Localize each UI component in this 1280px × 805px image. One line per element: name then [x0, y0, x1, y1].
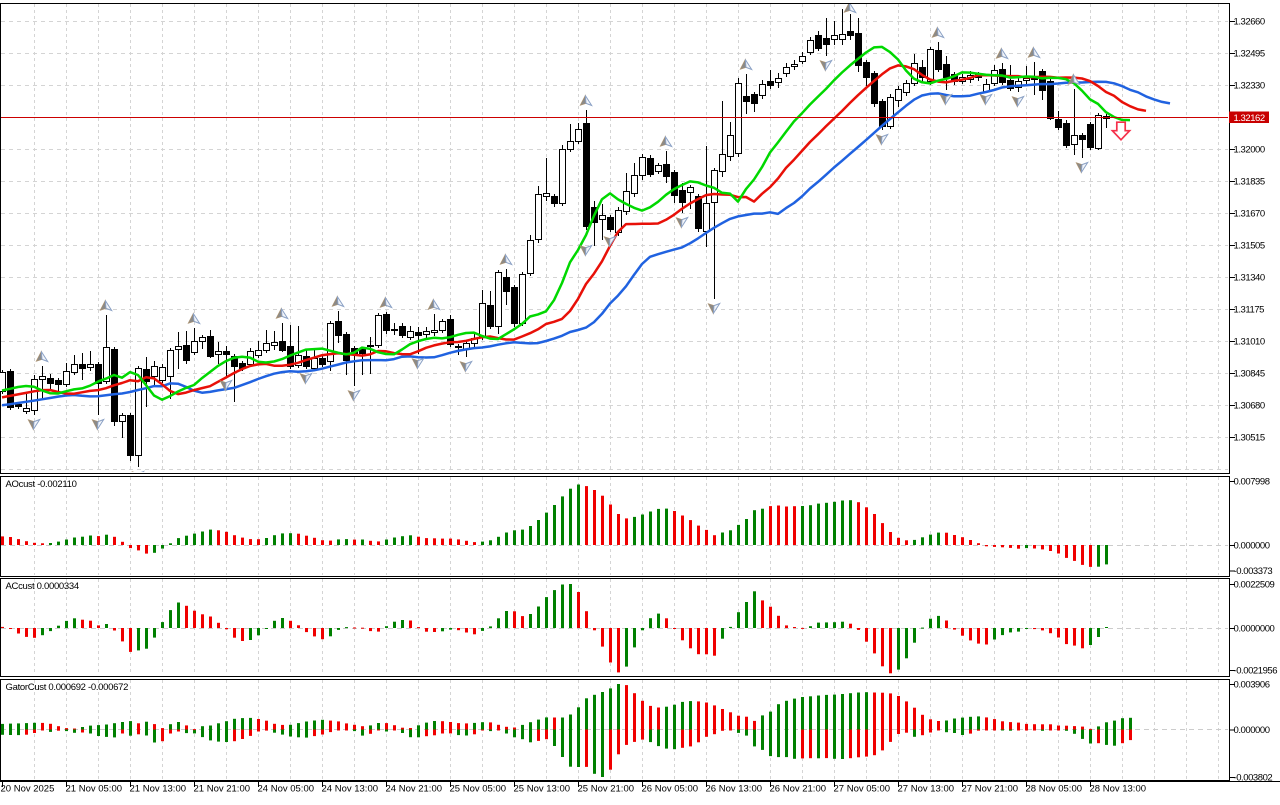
svg-text:1.30680: 1.30680	[1234, 401, 1265, 412]
svg-text:26 Nov 21:00: 26 Nov 21:00	[770, 784, 827, 795]
svg-text:24 Nov 21:00: 24 Nov 21:00	[386, 784, 443, 795]
svg-text:-0.003802: -0.003802	[1234, 773, 1273, 784]
svg-text:27 Nov 21:00: 27 Nov 21:00	[962, 784, 1019, 795]
svg-text:21 Nov 21:00: 21 Nov 21:00	[194, 784, 251, 795]
svg-text:0.0022509: 0.0022509	[1234, 580, 1275, 591]
svg-text:1.31835: 1.31835	[1234, 177, 1265, 188]
svg-text:0.0000000: 0.0000000	[1234, 624, 1275, 635]
svg-text:26 Nov 05:00: 26 Nov 05:00	[642, 784, 699, 795]
svg-text:1.32162: 1.32162	[1234, 113, 1265, 124]
svg-text:1.30845: 1.30845	[1234, 369, 1265, 380]
svg-text:0.007998: 0.007998	[1234, 477, 1270, 488]
svg-text:-0.0021956: -0.0021956	[1234, 666, 1278, 677]
svg-text:20 Nov 2025: 20 Nov 2025	[1, 784, 55, 795]
svg-text:21 Nov 13:00: 21 Nov 13:00	[130, 784, 187, 795]
svg-text:21 Nov 05:00: 21 Nov 05:00	[66, 784, 123, 795]
svg-text:1.31505: 1.31505	[1234, 241, 1265, 252]
svg-text:27 Nov 13:00: 27 Nov 13:00	[898, 784, 955, 795]
svg-text:28 Nov 13:00: 28 Nov 13:00	[1090, 784, 1147, 795]
svg-text:1.32495: 1.32495	[1234, 49, 1265, 60]
svg-text:24 Nov 05:00: 24 Nov 05:00	[258, 784, 315, 795]
svg-text:25 Nov 13:00: 25 Nov 13:00	[514, 784, 571, 795]
svg-text:1.31340: 1.31340	[1234, 273, 1265, 284]
svg-text:25 Nov 21:00: 25 Nov 21:00	[578, 784, 635, 795]
svg-text:0.003906: 0.003906	[1234, 680, 1270, 691]
svg-text:0.000000: 0.000000	[1234, 541, 1270, 552]
svg-text:27 Nov 05:00: 27 Nov 05:00	[834, 784, 891, 795]
svg-text:GatorCust 0.000692 -0.000672: GatorCust 0.000692 -0.000672	[6, 682, 129, 693]
svg-text:AOcust -0.002110: AOcust -0.002110	[6, 479, 77, 490]
svg-text:24 Nov 13:00: 24 Nov 13:00	[322, 784, 379, 795]
svg-text:-0.003373: -0.003373	[1234, 566, 1273, 577]
svg-text:25 Nov 05:00: 25 Nov 05:00	[450, 784, 507, 795]
svg-text:1.31175: 1.31175	[1234, 305, 1265, 316]
svg-text:1.30515: 1.30515	[1234, 433, 1265, 444]
svg-text:28 Nov 05:00: 28 Nov 05:00	[1026, 784, 1083, 795]
svg-text:0.000000: 0.000000	[1234, 725, 1270, 736]
svg-text:26 Nov 13:00: 26 Nov 13:00	[706, 784, 763, 795]
svg-text:ACcust 0.0000334: ACcust 0.0000334	[6, 581, 79, 592]
svg-text:1.31010: 1.31010	[1234, 337, 1265, 348]
svg-text:1.32000: 1.32000	[1234, 145, 1265, 156]
svg-text:1.32330: 1.32330	[1234, 81, 1265, 92]
svg-text:1.32660: 1.32660	[1234, 17, 1265, 28]
svg-text:1.31670: 1.31670	[1234, 209, 1265, 220]
